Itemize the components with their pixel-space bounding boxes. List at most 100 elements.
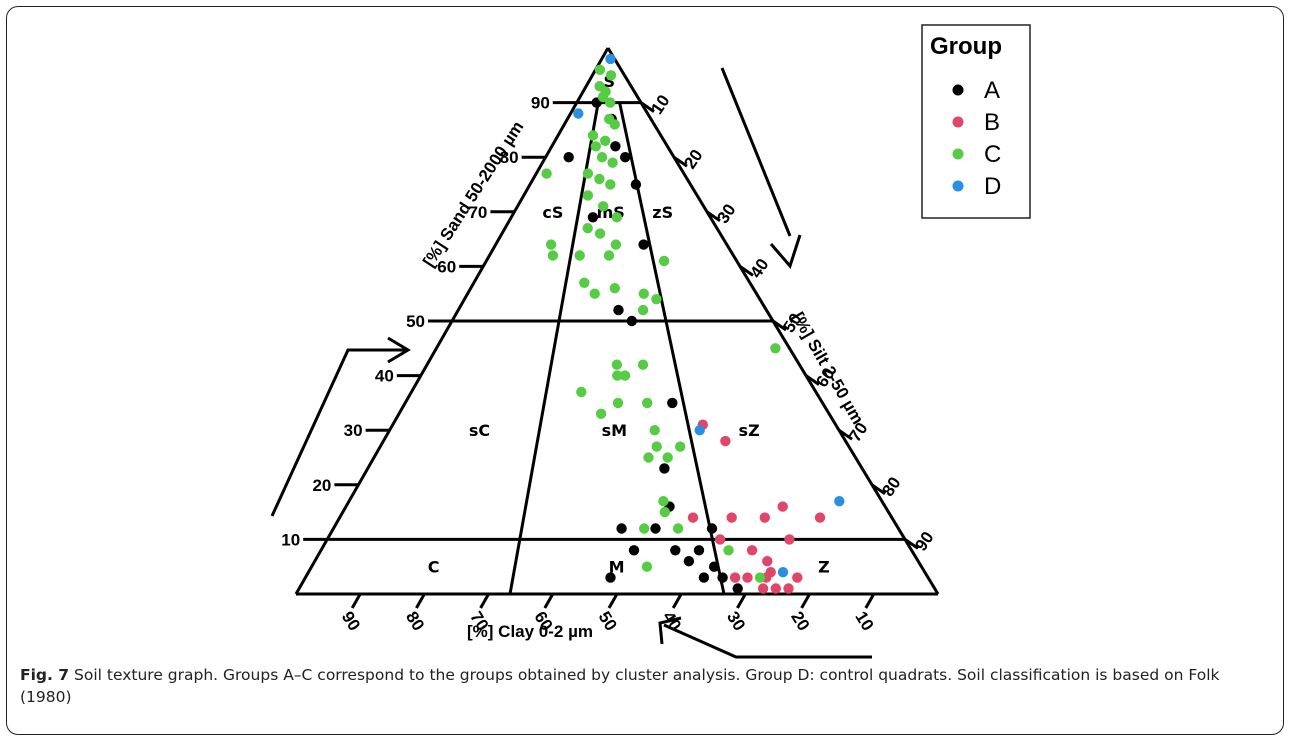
clay-tick-label: 10 [851, 608, 877, 634]
silt-tick [772, 319, 787, 332]
point-B-1 [720, 435, 731, 447]
point-C-47 [662, 452, 673, 463]
sand-axis-title: [%] Sand 50-2000 µm [419, 118, 527, 270]
clay-tick-label: 50 [595, 608, 621, 634]
point-C-27 [658, 255, 670, 267]
point-A-8 [613, 304, 624, 316]
silt-tick [838, 428, 853, 441]
point-A-6 [587, 212, 599, 223]
point-C-50 [639, 523, 650, 534]
point-C-35 [611, 359, 623, 370]
point-C-40 [612, 397, 624, 409]
sand-tick-label: 70 [468, 203, 487, 222]
point-B-6 [814, 512, 826, 523]
silt-clay-ratio-2-1-line [618, 102, 726, 595]
zone-label-sZ: sZ [739, 421, 760, 440]
legend-key-C [952, 148, 964, 160]
point-A-2 [563, 152, 574, 163]
point-A-21 [605, 572, 616, 583]
zone-label-zS: zS [652, 203, 673, 222]
point-A-10 [667, 397, 678, 409]
point-C-20 [582, 223, 593, 234]
point-A-17 [670, 545, 681, 556]
point-C-37 [612, 370, 623, 381]
point-D-2 [694, 425, 705, 436]
clay-arrow-head [658, 616, 682, 645]
point-A-24 [732, 583, 743, 594]
point-B-12 [729, 572, 741, 583]
point-C-8 [587, 130, 599, 141]
clay-tick [800, 593, 811, 609]
point-B-18 [783, 583, 794, 594]
legend-label-A: A [984, 77, 1000, 104]
point-C-34 [770, 343, 781, 354]
point-C-45 [675, 441, 686, 452]
point-C-4 [597, 91, 609, 103]
data-points [541, 53, 845, 594]
legend-box [921, 24, 1031, 219]
point-C-15 [594, 173, 605, 185]
point-C-18 [598, 201, 609, 212]
point-A-14 [650, 523, 661, 534]
point-C-24 [547, 250, 559, 261]
point-C-26 [603, 250, 615, 261]
clay-tick-label: 20 [787, 608, 813, 634]
point-C-9 [600, 135, 611, 146]
caption-lead: Fig. 7 [20, 666, 70, 684]
point-C-36 [637, 359, 649, 370]
point-C-25 [574, 250, 585, 261]
point-B-10 [762, 556, 773, 567]
silt-tick [739, 265, 754, 277]
silt-tick [805, 374, 820, 386]
clay-direction-arrow [663, 623, 872, 659]
point-C-39 [576, 386, 587, 398]
point-D-0 [605, 53, 616, 65]
clay-axis-title: [%] Clay 0-2 µm [467, 622, 593, 641]
point-C-29 [609, 283, 620, 294]
silt-tick-label: 80 [878, 474, 904, 500]
silt-tick-label: 30 [713, 201, 739, 227]
legend-label-C: C [984, 141, 1001, 168]
silt-direction-arrow [720, 67, 792, 237]
point-A-20 [708, 561, 720, 572]
caption-text: Soil texture graph. Groups A–C correspon… [20, 666, 1220, 706]
point-D-1 [573, 108, 584, 119]
point-A-19 [683, 556, 695, 567]
zone-label-cS: cS [542, 203, 563, 222]
point-C-38 [619, 370, 631, 381]
point-C-14 [582, 168, 594, 179]
point-C-31 [589, 288, 600, 299]
point-C-1 [605, 70, 617, 81]
point-A-22 [698, 572, 710, 583]
point-A-3 [610, 141, 621, 152]
sand-tick-label: 20 [312, 476, 331, 495]
sand-tick-label: 50 [406, 312, 425, 331]
legend-label-D: D [984, 173, 1001, 200]
point-B-16 [757, 583, 769, 594]
silt-clay-ratio-1-2-line [508, 102, 600, 595]
point-D-4 [777, 567, 789, 578]
point-B-9 [746, 545, 758, 556]
sand-tick-label: 90 [531, 94, 550, 113]
silt-arrow-head [769, 234, 802, 269]
axis-titles: [%] Sand 50-2000 µm [%] Silt 2-50 µm [%]… [419, 118, 867, 641]
clay-tick-label: 90 [338, 608, 364, 634]
point-D-3 [834, 496, 845, 507]
point-C-42 [595, 408, 607, 419]
clay-tick [415, 593, 426, 609]
point-C-0 [594, 64, 606, 76]
point-A-4 [620, 152, 631, 163]
clay-tick [543, 593, 555, 609]
point-A-15 [706, 523, 718, 534]
axis-arrows [270, 67, 872, 659]
sand-tick-label: 40 [375, 367, 394, 386]
point-C-11 [596, 152, 608, 163]
point-B-5 [759, 512, 770, 523]
zone-label-C: C [428, 558, 440, 577]
legend-key-B [952, 116, 964, 128]
point-C-30 [638, 288, 649, 299]
point-C-12 [607, 157, 618, 168]
zone-label-Z: Z [818, 558, 830, 577]
